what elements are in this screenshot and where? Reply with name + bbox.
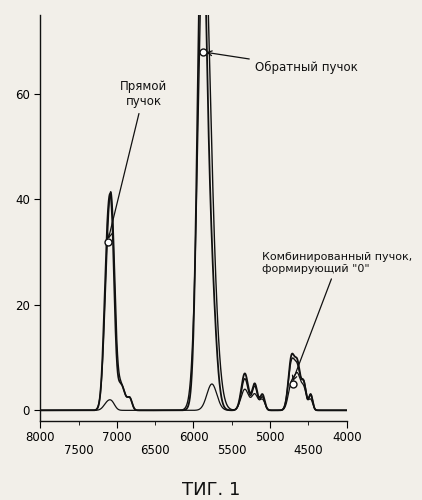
Text: Обратный пучок: Обратный пучок xyxy=(207,51,357,74)
Text: Прямой
пучок: Прямой пучок xyxy=(108,80,168,237)
Text: Комбинированный пучок,
формирующий "0": Комбинированный пучок, формирующий "0" xyxy=(262,252,413,380)
Text: ΤИГ. 1: ΤИГ. 1 xyxy=(182,481,240,499)
